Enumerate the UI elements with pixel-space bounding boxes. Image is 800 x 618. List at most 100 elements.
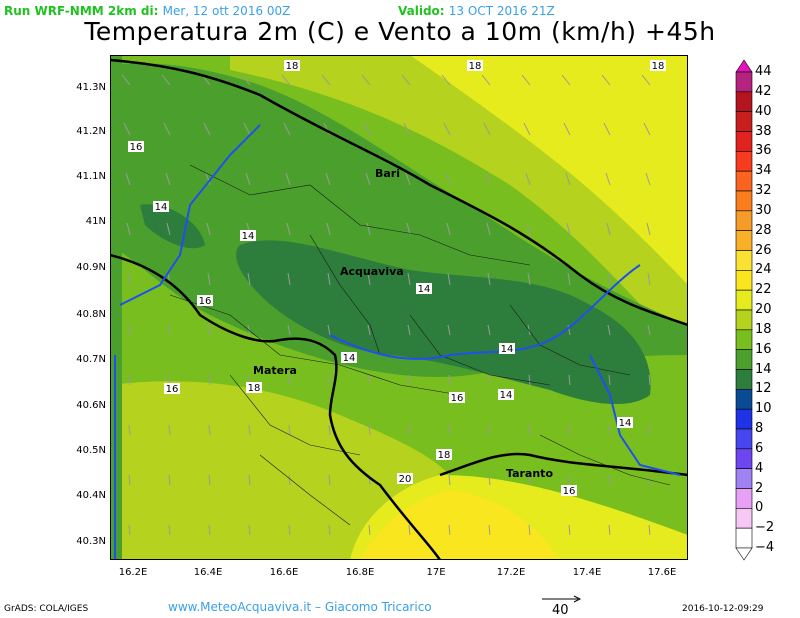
run-date: Mer, 12 ott 2016 00Z [162, 4, 291, 18]
lon-tick: 16.6E [269, 567, 299, 578]
temp-field-22-south [360, 490, 560, 560]
colorbar-label: 34 [755, 163, 772, 179]
colorbar-swatch [735, 309, 753, 331]
municipal-borders [169, 164, 671, 526]
contour-label: 20 [399, 474, 412, 485]
colorbar-swatch [735, 408, 753, 430]
colorbar-swatch [735, 131, 753, 152]
lat-tick: 41N [85, 216, 106, 227]
contour-label: 14 [242, 231, 255, 242]
contour-label: 14 [155, 202, 168, 213]
colorbar-label: 20 [755, 302, 772, 317]
colorbar-label: 38 [755, 123, 772, 139]
colorbar-cap-top [735, 59, 753, 73]
lat-tick: 40.3N [76, 536, 106, 547]
basilicata-border [110, 253, 442, 560]
colorbar-label: 30 [755, 202, 772, 218]
lat-tick: 40.8N [76, 309, 106, 320]
colorbar-swatch [735, 71, 753, 93]
colorbar-swatch [735, 369, 753, 390]
contour-label: 18 [438, 450, 451, 461]
contour-label: 18 [469, 61, 482, 72]
lon-tick: 16.2E [118, 567, 148, 578]
colorbar-label: −4 [755, 540, 775, 555]
contour-label: 14 [343, 353, 356, 364]
colorbar-label: 26 [755, 242, 772, 258]
colorbar-swatch [735, 111, 753, 132]
contour-label: 18 [286, 61, 299, 72]
colorbar-label: 4 [755, 460, 764, 476]
vector-ref-value: 40 [552, 603, 569, 618]
colorbar-label: 24 [755, 262, 772, 278]
colorbar-swatch [735, 170, 753, 192]
colorbar-label: 0 [755, 500, 764, 516]
lat-tick: 41.3N [76, 82, 106, 93]
lat-tick: 40.7N [76, 354, 106, 365]
contour-label: 18 [652, 61, 665, 72]
colorbar-label: 10 [755, 401, 772, 417]
vector-ref-arrow-icon [542, 595, 582, 603]
temp-field-14-core [236, 240, 651, 405]
temperature-map[interactable]: 18 18 18 16 14 14 14 14 14 14 16 16 18 1… [110, 55, 688, 560]
colorbar-label: 44 [755, 64, 772, 79]
colorbar-label: 14 [755, 361, 772, 377]
city-labels: Bari Acquaviva Matera Taranto [253, 167, 553, 480]
colorbar-label: 2 [755, 480, 764, 496]
colorbar-swatch [735, 488, 753, 509]
map-title: Temperatura 2m (C) e Vento a 10m (km/h) … [84, 17, 716, 46]
contour-label: 14 [500, 390, 513, 401]
contour-label: 14 [619, 418, 632, 429]
city-matera: Matera [253, 364, 297, 377]
render-timestamp: 2016-10-12-09:29 [682, 604, 764, 614]
colorbar-swatch [735, 151, 753, 172]
colorbar-label: 32 [755, 183, 772, 198]
lon-tick: 17E [426, 567, 446, 578]
site-credit[interactable]: www.MeteoAcquaviva.it – Giacomo Tricaric… [168, 600, 432, 614]
contour-label: 14 [501, 344, 514, 355]
colorbar-swatch [735, 91, 753, 112]
colorbar-swatch [735, 230, 753, 251]
colorbar-swatch [735, 329, 753, 350]
colorbar-label: 36 [755, 143, 772, 159]
province-borders [110, 58, 688, 560]
map-frame [110, 55, 688, 560]
contour-label: 16 [563, 486, 576, 497]
city-bari: Bari [375, 167, 400, 180]
lat-tick: 40.5N [76, 445, 106, 456]
river-basento [589, 354, 681, 476]
colorbar-label: 18 [755, 321, 772, 337]
run-info: Run WRF-NMM 2km di: Mer, 12 ott 2016 00Z [4, 4, 290, 18]
lon-tick: 17.2E [496, 567, 526, 578]
colorbar-swatch [735, 190, 753, 212]
lat-tick: 40.4N [76, 490, 106, 501]
colorbar-swatch [735, 349, 753, 370]
colorbar-label: −2 [755, 520, 775, 536]
contour-labels: 18 18 18 16 14 14 14 14 14 14 16 16 18 1… [128, 60, 666, 497]
lon-tick: 16.4E [193, 567, 223, 578]
run-label: Run WRF-NMM 2km di: [4, 4, 159, 18]
colorbar-label: 16 [755, 341, 772, 357]
colorbar-label: 22 [755, 282, 772, 298]
city-acquaviva: Acquaviva [340, 265, 404, 278]
contour-label: 16 [199, 296, 212, 307]
colorbar-swatch [735, 250, 753, 271]
valid-label: Valido: [398, 4, 445, 18]
lat-tick: 40.9N [76, 262, 106, 273]
colorbar-label: 40 [755, 103, 772, 119]
colorbar-label: 28 [755, 222, 772, 238]
colorbar-swatch [735, 448, 753, 469]
coastline-adriatic [110, 58, 688, 327]
temp-field-west-edge [110, 55, 122, 560]
colorbar-swatch [735, 508, 753, 529]
lat-tick: 40.6N [76, 400, 106, 411]
valid-info: Valido: 13 OCT 2016 21Z [398, 4, 555, 18]
colorbar-swatch [735, 270, 753, 291]
software-credit: GrADS: COLA/IGES [4, 604, 89, 614]
colorbar-swatch [735, 428, 753, 450]
lat-tick: 41.2N [76, 126, 106, 137]
wind-vectors [121, 74, 651, 536]
colorbar [735, 59, 753, 561]
colorbar-label: 6 [755, 440, 764, 456]
colorbar-swatch [735, 389, 753, 410]
lon-tick: 17.6E [647, 567, 677, 578]
